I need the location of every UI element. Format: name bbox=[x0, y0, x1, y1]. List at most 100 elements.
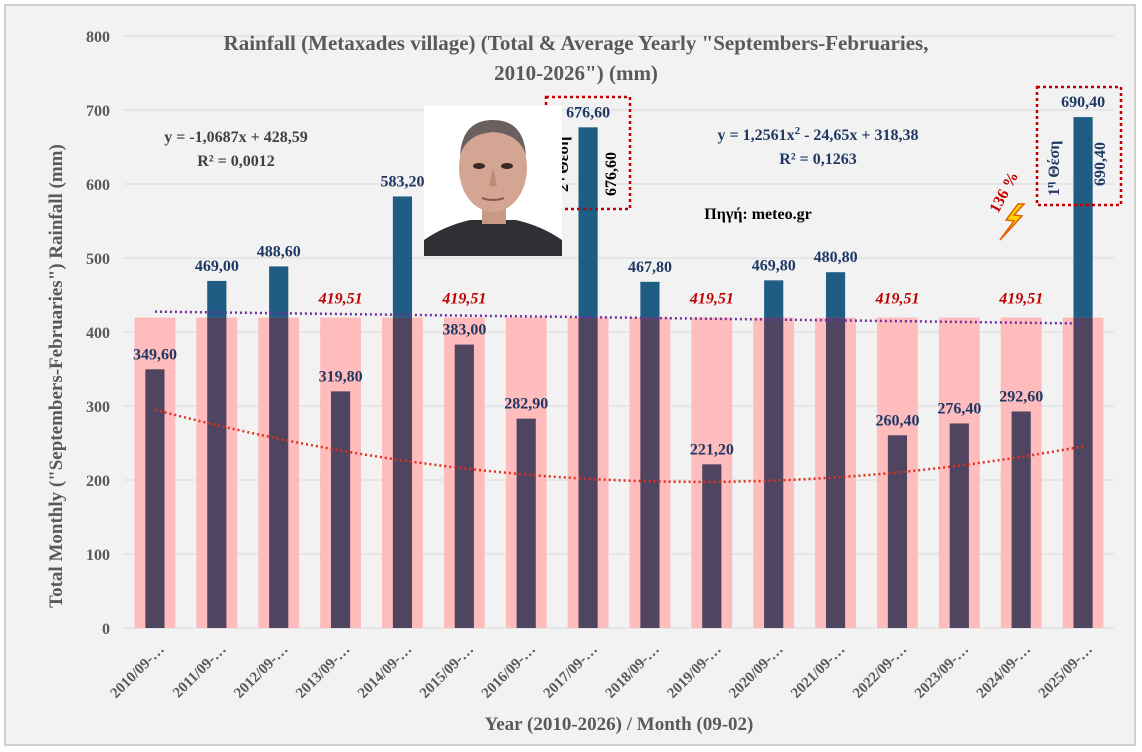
x-axis-ticks: 2010/09-… 2011/09-… 2012/09-… 2013/09-… 2014… bbox=[108, 642, 1096, 702]
poly-trend-equation: y = 1,2561x2 - 24,65x + 318,38 bbox=[717, 125, 918, 144]
rainfall-bar bbox=[330, 391, 351, 628]
lightning-icon bbox=[999, 203, 1026, 241]
x-tick-label: 2017/09-… bbox=[541, 642, 601, 702]
data-label: 221,20 bbox=[690, 441, 734, 458]
rainfall-bar-excess bbox=[392, 196, 413, 318]
rainfall-chart: 0 100 200 300 400 500 600 700 800 349,60 469,00 48… bbox=[46, 29, 1123, 735]
poly-eq-prefix: y = 1,2561x bbox=[717, 127, 794, 144]
y-tick-label: 500 bbox=[86, 251, 110, 268]
rainfall-bar bbox=[145, 369, 165, 628]
data-label: 467,80 bbox=[628, 259, 672, 276]
data-label: 676,60 bbox=[566, 104, 610, 121]
x-tick-label: 2025/09-… bbox=[1036, 642, 1096, 702]
x-axis-label: Year (2010-2026) / Month (09-02) bbox=[485, 714, 754, 735]
x-tick-label: 2018/09-… bbox=[603, 642, 663, 702]
data-label: 690,40 bbox=[1061, 94, 1105, 111]
rainfall-bar-excess bbox=[1073, 117, 1093, 318]
x-tick-label: 2016/09-… bbox=[479, 642, 539, 702]
rainfall-bar bbox=[702, 464, 722, 628]
rank1-sup: η bbox=[1044, 182, 1056, 188]
source-label: Πηγή: meteo.gr bbox=[704, 206, 811, 223]
y-tick-label: 600 bbox=[86, 177, 110, 194]
rank1-box bbox=[1035, 85, 1123, 207]
rainfall-bar bbox=[949, 423, 969, 628]
data-label: 469,80 bbox=[752, 257, 796, 274]
data-label: 583,20 bbox=[380, 173, 424, 190]
average-label: 419,51 bbox=[318, 291, 363, 308]
rainfall-bar bbox=[392, 317, 413, 628]
rank2-value: 676,60 bbox=[603, 152, 620, 196]
x-tick-label: 2011/09-… bbox=[170, 642, 230, 702]
rainfall-bar-excess bbox=[207, 280, 227, 318]
average-label: 419,51 bbox=[874, 291, 919, 308]
rainfall-bar bbox=[640, 317, 660, 628]
rank1-word: Θέση bbox=[1046, 141, 1063, 182]
rainfall-bar bbox=[454, 344, 474, 628]
chart-title-line2: 2010-2026") (mm) bbox=[494, 61, 658, 85]
y-tick-label: 0 bbox=[102, 621, 110, 638]
average-label: 419,51 bbox=[998, 291, 1043, 308]
x-tick-label: 2012/09-… bbox=[231, 642, 291, 702]
rainfall-bars bbox=[145, 117, 1093, 628]
average-labels: 419,51 419,51 419,51 419,51 419,51 bbox=[318, 291, 1044, 308]
rainfall-bar bbox=[207, 317, 227, 628]
data-label: 349,60 bbox=[133, 346, 177, 363]
data-label: 319,80 bbox=[319, 368, 363, 385]
average-label: 419,51 bbox=[689, 291, 734, 308]
portrait-photo bbox=[424, 106, 562, 256]
rainfall-bar-excess bbox=[640, 281, 660, 318]
rainfall-bar bbox=[825, 317, 846, 628]
rank1-number: 1 bbox=[1046, 188, 1063, 196]
rainfall-bar-excess bbox=[269, 266, 289, 318]
y-tick-label: 300 bbox=[86, 399, 110, 416]
y-tick-label: 200 bbox=[86, 473, 110, 490]
rank2-number: 2 bbox=[555, 184, 572, 192]
x-tick-label: 2019/09-… bbox=[664, 642, 724, 702]
rainfall-bar bbox=[764, 317, 784, 628]
x-tick-label: 2022/09-… bbox=[850, 642, 910, 702]
y-tick-label: 100 bbox=[86, 547, 110, 564]
rainfall-bar bbox=[269, 317, 289, 628]
poly-trend-r2: R² = 0,1263 bbox=[779, 151, 856, 168]
rank1-value: 690,40 bbox=[1092, 142, 1109, 186]
linear-trend-r2: R² = 0,0012 bbox=[197, 153, 274, 170]
rainfall-bar-excess bbox=[825, 272, 846, 318]
y-tick-label: 400 bbox=[86, 325, 110, 342]
data-label: 292,60 bbox=[999, 388, 1043, 405]
y-axis-ticks: 0 100 200 300 400 500 600 700 800 bbox=[86, 29, 110, 638]
data-label: 469,00 bbox=[195, 258, 239, 275]
rainfall-bar bbox=[1073, 317, 1093, 628]
polynomial-trendline bbox=[154, 408, 1084, 484]
average-label: 419,51 bbox=[441, 291, 486, 308]
rank1-label: 1η Θέση bbox=[1044, 141, 1063, 196]
rainfall-bar bbox=[516, 418, 536, 628]
x-tick-label: 2010/09-… bbox=[108, 642, 168, 702]
rainfall-bar bbox=[887, 435, 908, 628]
x-tick-label: 2023/09-… bbox=[912, 642, 972, 702]
chart-frame: 0 100 200 300 400 500 600 700 800 349,60 469,00 48… bbox=[4, 4, 1136, 746]
poly-eq-sup: 2 bbox=[795, 125, 801, 137]
rainfall-bar bbox=[1011, 411, 1031, 628]
rainfall-bar-excess bbox=[764, 280, 784, 318]
data-label: 383,00 bbox=[442, 322, 486, 339]
data-label: 260,40 bbox=[875, 412, 919, 429]
y-tick-label: 800 bbox=[86, 29, 110, 46]
data-label: 488,60 bbox=[257, 243, 301, 260]
y-axis-label: Total Monthly ("Septembers-Februaries") … bbox=[46, 144, 67, 608]
poly-eq-suffix: - 24,65x + 318,38 bbox=[800, 127, 918, 144]
data-label: 282,90 bbox=[504, 396, 548, 413]
x-tick-label: 2024/09-… bbox=[974, 642, 1034, 702]
portrait-icon bbox=[424, 106, 562, 256]
x-tick-label: 2015/09-… bbox=[417, 642, 477, 702]
linear-trend-equation: y = -1,0687x + 428,59 bbox=[164, 129, 308, 146]
trendlines bbox=[154, 310, 1084, 484]
rainfall-bar bbox=[578, 317, 598, 628]
rainfall-bar-excess bbox=[578, 127, 598, 318]
x-tick-label: 2014/09-… bbox=[355, 642, 415, 702]
data-labels: 349,60 469,00 488,60 319,80 583,20 383,00 282,… bbox=[133, 94, 1105, 458]
chart-title-line1: Rainfall (Metaxades village) (Total & Av… bbox=[224, 31, 929, 55]
data-label: 276,40 bbox=[937, 400, 981, 417]
data-label: 480,80 bbox=[814, 249, 858, 266]
x-tick-label: 2013/09-… bbox=[293, 642, 353, 702]
y-tick-label: 700 bbox=[86, 103, 110, 120]
